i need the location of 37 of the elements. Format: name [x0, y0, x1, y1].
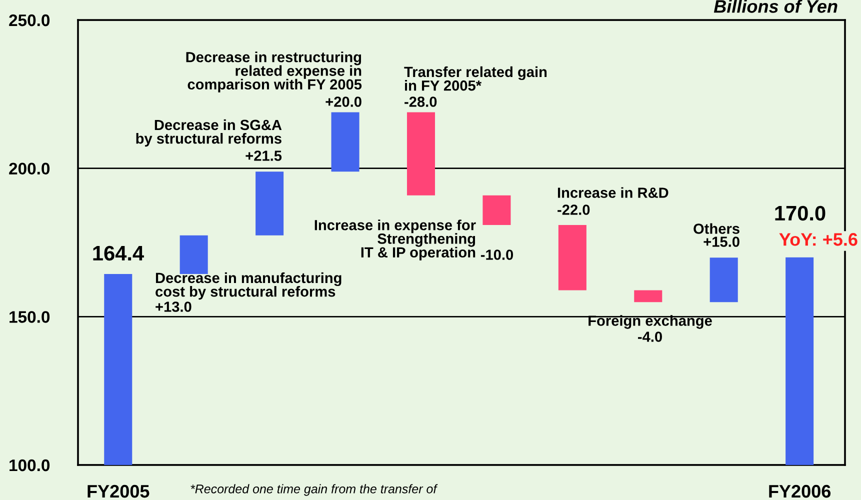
annotation: Decrease in manufacturing cost by structural reforms [156, 272, 342, 300]
bar [406, 112, 435, 196]
data-label: +13.0 [156, 302, 192, 312]
bar [634, 290, 662, 302]
annotation: Increase in R&D [558, 187, 668, 198]
y-tick-label: 100.0 [10, 459, 50, 472]
data-label: +21.5 [246, 150, 282, 161]
annotation: Others [694, 223, 740, 234]
bar [180, 235, 208, 274]
data-label: -4.0 [638, 332, 662, 342]
bar [786, 257, 814, 465]
annotation: Decrease in SG&A by structural reforms [136, 119, 282, 147]
bar [710, 258, 738, 302]
annotation: YoY: +5.6 [779, 233, 858, 246]
annotation: Transfer related gain in FY 2005* [404, 66, 547, 91]
annotation: Increase in expense for Strengthening IT & IP operation [314, 220, 476, 260]
data-label: +15.0 [704, 236, 740, 247]
bar [482, 195, 511, 225]
data-label: 164.4 [93, 246, 144, 261]
bar [256, 172, 284, 236]
y-tick-label: 250.0 [9, 14, 50, 26]
y-axis-title: Billions of Yen [714, 0, 838, 13]
bar [558, 224, 586, 290]
data-label: 170.0 [775, 206, 826, 221]
data-label: -22.0 [558, 204, 590, 215]
data-label: -28.0 [404, 96, 437, 107]
annotation: Foreign exchange [588, 315, 712, 329]
y-tick-label: 200.0 [9, 162, 50, 175]
data-label: -10.0 [480, 250, 514, 260]
y-tick-label: 150.0 [10, 311, 50, 323]
bar [331, 112, 360, 172]
annotation: Decrease in restructuring related expense in comparison with FY 2005 [186, 52, 362, 92]
text: *Recorded one time gain from the transfer of [190, 484, 438, 496]
x-tick-label: FY2006 [769, 484, 831, 498]
data-label: +20.0 [326, 96, 362, 107]
x-tick-label: FY2005 [88, 484, 150, 498]
bar [104, 274, 132, 465]
